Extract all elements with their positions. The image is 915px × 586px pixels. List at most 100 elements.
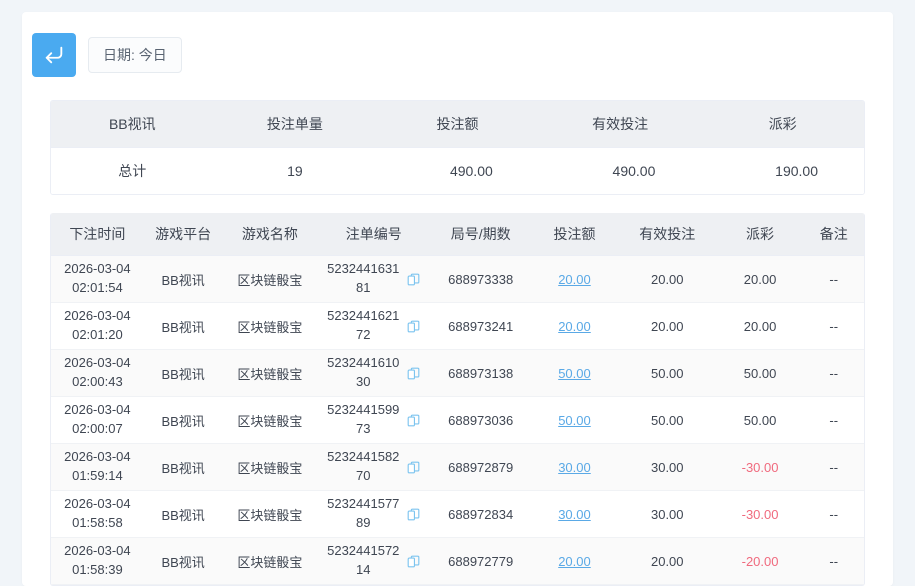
order-number-text: 523244163181 <box>327 261 400 295</box>
cell-valid-bet: 30.00 <box>617 443 717 491</box>
cell-payout: 50.00 <box>716 396 804 444</box>
cell-bet-amount: 30.00 <box>531 443 618 491</box>
cell-bet-amount: 30.00 <box>531 490 618 538</box>
summary-total-valid-bet: 490.00 <box>538 147 702 194</box>
back-button[interactable] <box>32 33 76 77</box>
cell-order-no: 523244161030 <box>317 349 431 397</box>
cell-order-no: 523244158270 <box>317 443 431 491</box>
column-header-valid-bet: 有效投注 <box>617 213 717 256</box>
cell-note: -- <box>803 443 864 491</box>
payout-value: -20.00 <box>741 553 779 569</box>
bet-amount-link[interactable]: 50.00 <box>558 365 591 381</box>
payout-value: 20.00 <box>743 271 777 287</box>
cell-bet-amount: 50.00 <box>531 396 618 444</box>
bet-amount-link[interactable]: 20.00 <box>558 318 591 334</box>
cell-valid-bet: 20.00 <box>617 255 717 303</box>
cell-bet-amount: 20.00 <box>531 302 618 350</box>
table-row[interactable]: 2026-03-04 01:59:14 BB视讯 区块链骰宝 523244158270 6… <box>51 443 864 491</box>
table-row[interactable]: 2026-03-04 02:00:43 BB视讯 区块链骰宝 523244161030 6… <box>51 349 864 397</box>
payout-value: 50.00 <box>743 365 777 381</box>
cell-round-no: 688972834 <box>430 490 532 538</box>
column-header-round-no: 局号/期数 <box>430 213 532 256</box>
payout-value: 20.00 <box>743 318 777 334</box>
copy-icon[interactable] <box>406 272 421 287</box>
summary-header-row: BB视讯 投注单量 投注额 有效投注 派彩 <box>51 101 864 148</box>
cell-order-no: 523244157789 <box>317 490 431 538</box>
copy-icon[interactable] <box>406 507 421 522</box>
cell-round-no: 688973338 <box>430 255 532 303</box>
column-header-platform: 游戏平台 <box>143 213 223 256</box>
copy-icon[interactable] <box>406 366 421 381</box>
column-header-bet-time: 下注时间 <box>51 213 144 256</box>
cell-bet-amount: 20.00 <box>531 255 618 303</box>
table-row[interactable]: 2026-03-04 01:58:39 BB视讯 区块链骰宝 523244157214 6… <box>51 537 864 585</box>
cell-note: -- <box>803 302 864 350</box>
copy-icon[interactable] <box>406 554 421 569</box>
order-number-text: 523244159973 <box>327 402 400 436</box>
cell-round-no: 688972879 <box>430 443 532 491</box>
summary-total-row: 总计 19 490.00 490.00 190.00 <box>51 147 864 194</box>
cell-bet-time: 2026-03-04 02:01:20 <box>51 302 144 350</box>
cell-platform: BB视讯 <box>143 443 223 491</box>
cell-platform: BB视讯 <box>143 490 223 538</box>
cell-order-no: 523244159973 <box>317 396 431 444</box>
summary-table: BB视讯 投注单量 投注额 有效投注 派彩 总计 19 490.00 490.0… <box>51 101 864 194</box>
detail-table-container: 下注时间 游戏平台 游戏名称 注单编号 局号/期数 投注额 有效投注 派彩 备注… <box>50 213 865 586</box>
bet-amount-link[interactable]: 20.00 <box>558 553 591 569</box>
table-row[interactable]: 2026-03-04 02:00:07 BB视讯 区块链骰宝 523244159973 6… <box>51 396 864 444</box>
bet-records-table: 下注时间 游戏平台 游戏名称 注单编号 局号/期数 投注额 有效投注 派彩 备注… <box>51 213 864 585</box>
order-number-text: 523244158270 <box>327 449 400 483</box>
cell-game-name: 区块链骰宝 <box>222 396 318 444</box>
cell-valid-bet: 20.00 <box>617 537 717 585</box>
detail-header-row: 下注时间 游戏平台 游戏名称 注单编号 局号/期数 投注额 有效投注 派彩 备注 <box>51 213 864 256</box>
back-arrow-icon <box>43 44 65 66</box>
copy-icon[interactable] <box>406 319 421 334</box>
column-header-note: 备注 <box>803 213 864 256</box>
order-number-text: 523244157789 <box>327 496 400 530</box>
summary-total-bet-amount: 490.00 <box>376 147 539 194</box>
cell-game-name: 区块链骰宝 <box>222 302 318 350</box>
summary-total-bet-count: 19 <box>213 147 377 194</box>
cell-order-no: 523244157214 <box>317 537 431 585</box>
cell-bet-time: 2026-03-04 02:00:43 <box>51 349 144 397</box>
summary-header-platform: BB视讯 <box>51 101 214 148</box>
cell-round-no: 688973241 <box>430 302 532 350</box>
cell-note: -- <box>803 537 864 585</box>
cell-bet-amount: 50.00 <box>531 349 618 397</box>
cell-valid-bet: 50.00 <box>617 396 717 444</box>
summary-total-payout: 190.00 <box>701 147 864 194</box>
page-card: 日期: 今日 BB视讯 投注单量 投注额 有效投注 派彩 总计 19 490.0… <box>22 12 893 586</box>
table-row[interactable]: 2026-03-04 02:01:54 BB视讯 区块链骰宝 523244163181 6… <box>51 255 864 303</box>
cell-order-no: 523244163181 <box>317 255 431 303</box>
cell-note: -- <box>803 396 864 444</box>
cell-order-no: 523244162172 <box>317 302 431 350</box>
cell-payout: -30.00 <box>716 490 804 538</box>
cell-platform: BB视讯 <box>143 349 223 397</box>
cell-round-no: 688972779 <box>430 537 532 585</box>
table-row[interactable]: 2026-03-04 01:58:58 BB视讯 区块链骰宝 523244157789 6… <box>51 490 864 538</box>
summary-header-bet-amount: 投注额 <box>376 101 539 148</box>
cell-bet-time: 2026-03-04 02:01:54 <box>51 255 144 303</box>
cell-platform: BB视讯 <box>143 537 223 585</box>
copy-icon[interactable] <box>406 413 421 428</box>
cell-game-name: 区块链骰宝 <box>222 490 318 538</box>
table-row[interactable]: 2026-03-04 02:01:20 BB视讯 区块链骰宝 523244162172 6… <box>51 302 864 350</box>
cell-bet-time: 2026-03-04 01:59:14 <box>51 443 144 491</box>
cell-bet-time: 2026-03-04 01:58:39 <box>51 537 144 585</box>
cell-payout: -20.00 <box>716 537 804 585</box>
cell-bet-time: 2026-03-04 01:58:58 <box>51 490 144 538</box>
bet-amount-link[interactable]: 30.00 <box>558 459 591 475</box>
cell-round-no: 688973036 <box>430 396 532 444</box>
cell-bet-amount: 20.00 <box>531 537 618 585</box>
summary-header-payout: 派彩 <box>701 101 864 148</box>
order-number-text: 523244157214 <box>327 543 400 577</box>
bet-amount-link[interactable]: 50.00 <box>558 412 591 428</box>
cell-platform: BB视讯 <box>143 255 223 303</box>
cell-round-no: 688973138 <box>430 349 532 397</box>
cell-note: -- <box>803 255 864 303</box>
toolbar: 日期: 今日 <box>22 12 893 78</box>
bet-amount-link[interactable]: 20.00 <box>558 271 591 287</box>
copy-icon[interactable] <box>406 460 421 475</box>
bet-amount-link[interactable]: 30.00 <box>558 506 591 522</box>
date-filter-chip[interactable]: 日期: 今日 <box>88 37 182 73</box>
